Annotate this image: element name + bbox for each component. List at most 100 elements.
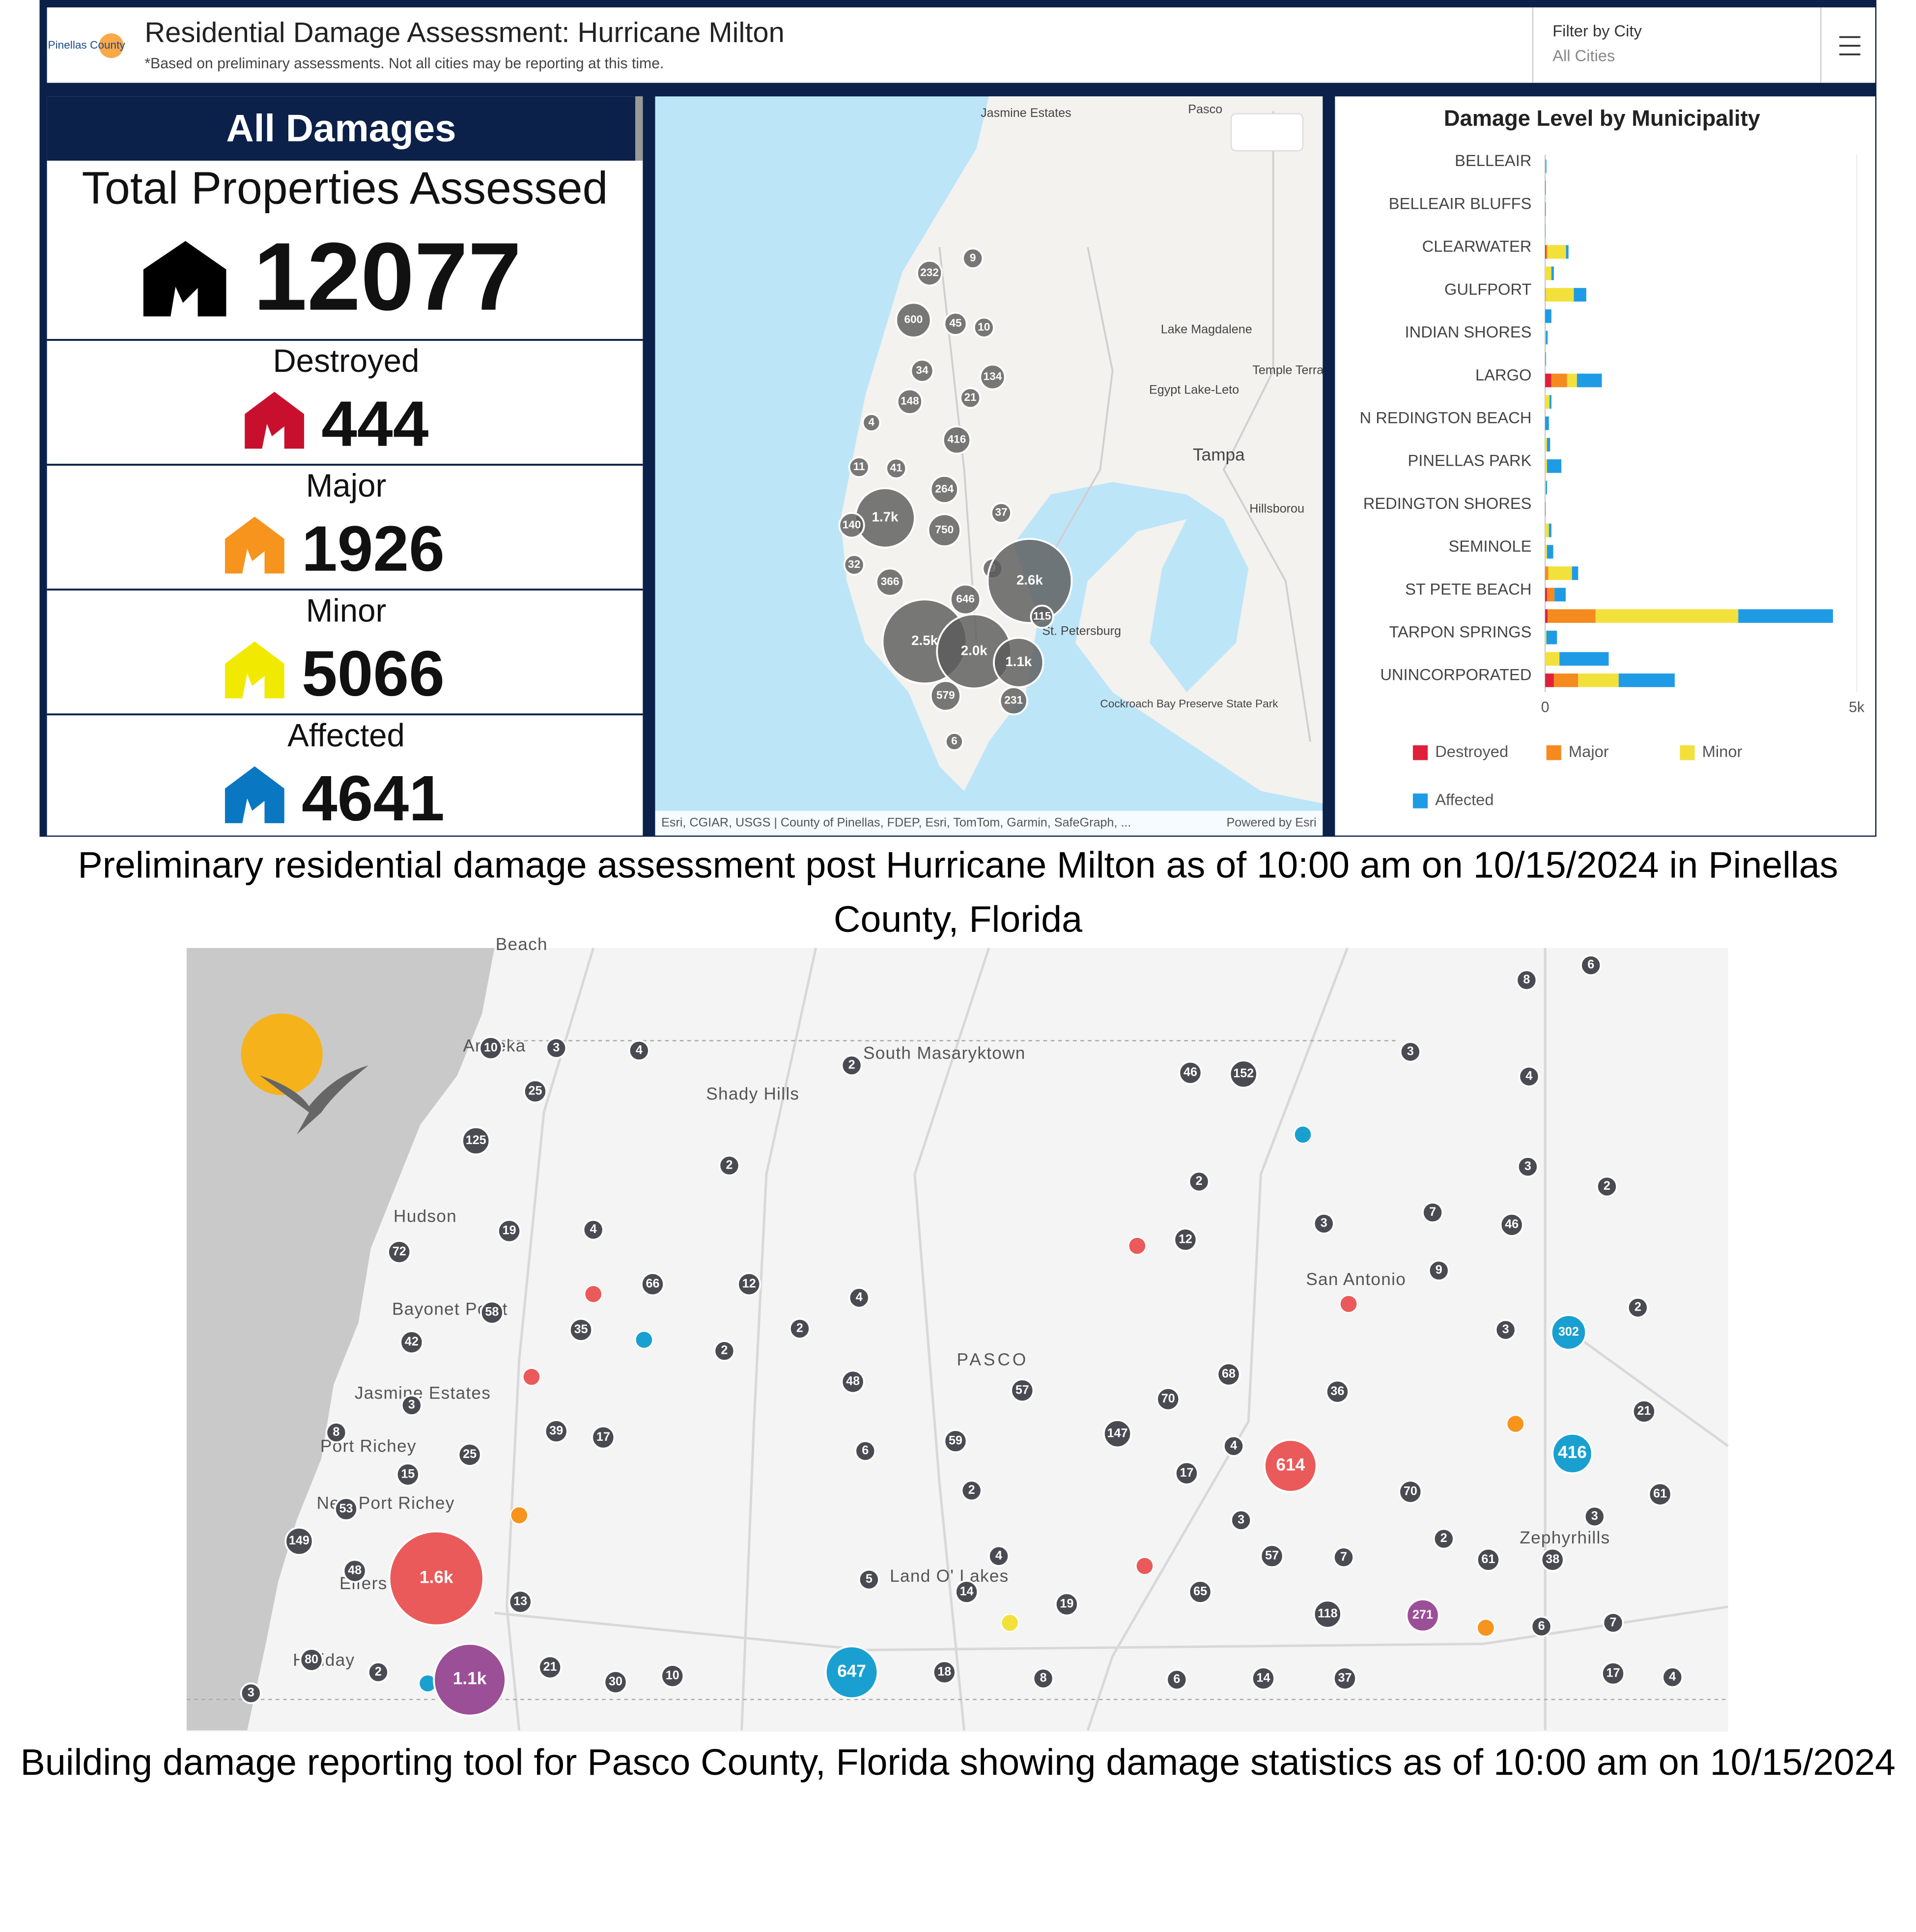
map-point[interactable]	[1476, 1618, 1495, 1637]
map-point[interactable]	[635, 1330, 653, 1349]
map-cluster[interactable]	[1030, 605, 1054, 629]
map-cluster[interactable]	[1054, 1592, 1079, 1617]
map-cluster[interactable]	[789, 1317, 811, 1340]
map-cluster[interactable]	[854, 1440, 876, 1462]
map-cluster[interactable]	[1251, 1666, 1275, 1691]
bar-segment[interactable]	[1559, 652, 1609, 666]
bar-segment[interactable]	[1545, 438, 1547, 452]
map-cluster[interactable]	[930, 475, 959, 504]
bar-segment[interactable]	[1567, 373, 1577, 388]
map-cluster[interactable]	[582, 1219, 604, 1241]
bar-segment[interactable]	[1545, 630, 1547, 644]
map-cluster[interactable]	[1102, 1419, 1132, 1449]
bar-segment[interactable]	[1545, 352, 1546, 366]
map-cluster[interactable]	[508, 1590, 533, 1614]
bar-segment[interactable]	[1547, 545, 1553, 559]
map-cluster[interactable]	[388, 1530, 484, 1626]
map-cluster[interactable]	[325, 1422, 347, 1444]
map-cluster[interactable]	[1550, 1314, 1587, 1351]
bar-segment[interactable]	[1550, 395, 1551, 409]
map-cluster[interactable]	[875, 567, 905, 597]
bar-segment[interactable]	[1545, 202, 1546, 216]
bar-segment[interactable]	[1545, 159, 1547, 173]
bar-segment[interactable]	[1545, 245, 1547, 259]
map-cluster[interactable]	[943, 1429, 968, 1454]
map-cluster[interactable]	[433, 1643, 507, 1717]
map-cluster[interactable]	[1530, 1616, 1552, 1638]
bar-segment[interactable]	[1546, 331, 1548, 345]
map-cluster[interactable]	[713, 1340, 735, 1362]
map-cluster[interactable]	[284, 1527, 314, 1556]
map-cluster[interactable]	[979, 364, 1006, 391]
map-cluster[interactable]	[944, 732, 964, 752]
bar-segment[interactable]	[1545, 480, 1546, 495]
map-cluster[interactable]	[862, 413, 881, 433]
map-cluster[interactable]	[1173, 1228, 1198, 1252]
map-cluster[interactable]	[930, 680, 961, 712]
map-cluster[interactable]	[848, 1287, 870, 1309]
map-point[interactable]	[1294, 1125, 1312, 1144]
map-cluster[interactable]	[1517, 1156, 1539, 1178]
map-cluster[interactable]	[1398, 1480, 1423, 1504]
map-cluster[interactable]	[1223, 1435, 1245, 1457]
bar-segment[interactable]	[1578, 673, 1619, 687]
map-cluster[interactable]	[660, 1664, 685, 1688]
bar-segment[interactable]	[1545, 609, 1548, 623]
map-cluster[interactable]	[841, 1370, 865, 1394]
map-cluster[interactable]	[1188, 1580, 1212, 1604]
bar-segment[interactable]	[1545, 395, 1550, 409]
bar-segment[interactable]	[1545, 523, 1549, 537]
map-cluster[interactable]	[959, 387, 982, 409]
map-point[interactable]	[522, 1368, 541, 1386]
map-point[interactable]	[1506, 1414, 1525, 1433]
bar-segment[interactable]	[1577, 373, 1602, 388]
bar-segment[interactable]	[1545, 459, 1547, 473]
map-cluster[interactable]	[1264, 1439, 1318, 1493]
bar-segment[interactable]	[1566, 245, 1569, 259]
bar-segment[interactable]	[1572, 566, 1578, 580]
bar-segment[interactable]	[1545, 566, 1549, 580]
map-cluster[interactable]	[973, 316, 995, 338]
map-cluster[interactable]	[1230, 1509, 1252, 1531]
map-cluster[interactable]	[497, 1219, 522, 1243]
map-cluster[interactable]	[737, 1272, 761, 1296]
map-cluster[interactable]	[986, 538, 1073, 624]
map-cluster[interactable]	[949, 584, 982, 616]
map-cluster[interactable]	[841, 1054, 863, 1076]
map-cluster[interactable]	[1010, 1378, 1035, 1403]
map-cluster[interactable]	[1229, 1059, 1258, 1089]
bar-segment[interactable]	[1545, 266, 1551, 280]
filter-label[interactable]: Filter by City	[1552, 22, 1642, 40]
map-cluster[interactable]	[545, 1037, 567, 1059]
map-cluster[interactable]	[1313, 1212, 1335, 1234]
map-point[interactable]	[584, 1285, 603, 1304]
map-cluster[interactable]	[640, 1272, 665, 1296]
map-cluster[interactable]	[544, 1419, 568, 1444]
bar-segment[interactable]	[1574, 288, 1586, 302]
map-cluster[interactable]	[1166, 1669, 1188, 1691]
bar-segment[interactable]	[1545, 588, 1547, 602]
map-cluster[interactable]	[943, 311, 968, 336]
map-cluster[interactable]	[591, 1425, 616, 1450]
bar-segment[interactable]	[1545, 224, 1546, 238]
map-cluster[interactable]	[1428, 1260, 1450, 1282]
map-cluster[interactable]	[990, 502, 1013, 524]
map-point[interactable]	[1135, 1557, 1154, 1575]
map-cluster[interactable]	[848, 456, 870, 478]
bar-segment[interactable]	[1546, 245, 1548, 259]
map-cluster[interactable]	[1260, 1544, 1284, 1568]
map-cluster[interactable]	[1662, 1666, 1684, 1688]
bar-segment[interactable]	[1545, 502, 1546, 516]
map-cluster[interactable]	[1596, 1176, 1618, 1198]
map-cluster[interactable]	[1518, 1065, 1540, 1088]
bar-segment[interactable]	[1545, 545, 1547, 559]
map-cluster[interactable]	[1332, 1666, 1357, 1691]
bar-segment[interactable]	[1545, 159, 1546, 173]
map-cluster[interactable]	[1499, 1212, 1524, 1237]
map-cluster[interactable]	[1188, 1171, 1210, 1193]
map-cluster[interactable]	[479, 1300, 504, 1325]
map-cluster[interactable]	[628, 1039, 650, 1062]
map-point[interactable]	[1339, 1294, 1358, 1314]
map-cluster[interactable]	[399, 1330, 424, 1355]
map-cluster[interactable]	[1332, 1546, 1355, 1568]
